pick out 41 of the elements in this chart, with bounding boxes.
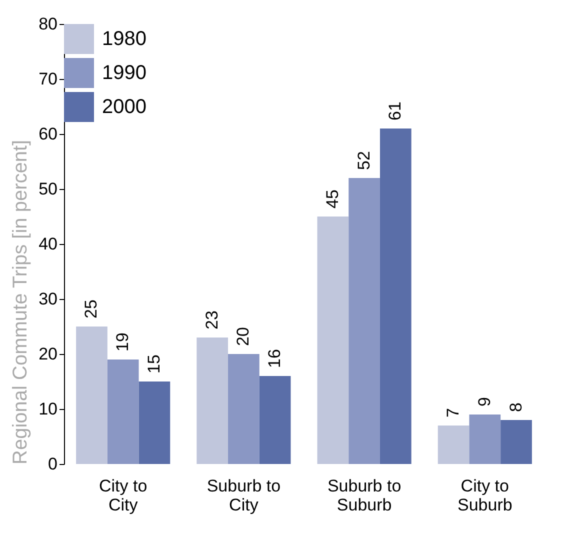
bar xyxy=(107,360,139,464)
y-tick-label: 70 xyxy=(38,70,58,88)
data-label: 20 xyxy=(234,327,253,346)
legend-label: 2000 xyxy=(102,96,146,118)
y-tick-label: 40 xyxy=(38,234,58,254)
data-label: 19 xyxy=(113,332,132,352)
x-tick-label: City to Suburb xyxy=(457,476,512,514)
y-axis-title: Regional Commute Trips [in percent] xyxy=(10,140,32,464)
bar xyxy=(138,382,170,464)
y-tick-label: 10 xyxy=(38,400,58,418)
data-label: 45 xyxy=(322,190,342,208)
data-label: 52 xyxy=(354,151,374,170)
data-label: 15 xyxy=(144,354,164,374)
legend-label: 1980 xyxy=(102,28,146,50)
bar xyxy=(380,128,412,464)
data-label: 23 xyxy=(202,310,222,330)
x-tick-label: Suburb to Suburb xyxy=(327,476,402,514)
legend-label: 1990 xyxy=(102,62,146,84)
y-tick-label: 80 xyxy=(38,14,58,34)
bar xyxy=(259,376,291,464)
bar xyxy=(196,338,228,464)
bar xyxy=(76,326,108,464)
data-label: 7 xyxy=(444,408,463,418)
y-tick-label: 20 xyxy=(38,344,58,364)
bar xyxy=(438,426,470,464)
bar xyxy=(228,354,260,464)
x-tick-label: Suburb to City xyxy=(206,476,281,514)
y-tick-label: 30 xyxy=(38,290,58,308)
bar xyxy=(500,420,532,464)
y-tick-label: 60 xyxy=(38,124,58,144)
data-label: 25 xyxy=(82,300,101,318)
y-tick-label: 50 xyxy=(38,180,58,198)
data-label: 61 xyxy=(386,102,405,120)
x-tick-label: City to City xyxy=(99,476,148,514)
data-label: 8 xyxy=(506,402,526,412)
data-label: 9 xyxy=(474,397,494,406)
y-tick-label: 0 xyxy=(48,454,58,474)
bar xyxy=(317,216,349,464)
bar xyxy=(348,178,380,464)
bar xyxy=(469,414,501,464)
data-label: 16 xyxy=(265,349,284,368)
